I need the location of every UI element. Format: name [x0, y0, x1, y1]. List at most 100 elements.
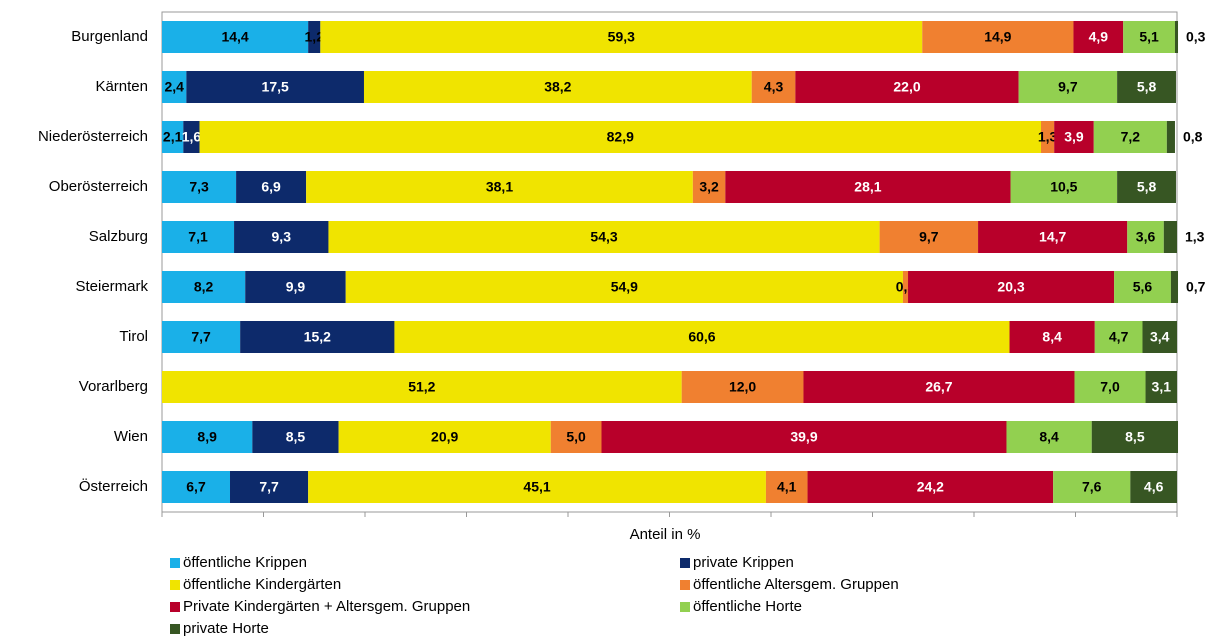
bar-segment [807, 471, 1054, 503]
bar-segment [765, 471, 808, 503]
bar-segment [245, 271, 346, 303]
bar-segment [306, 171, 693, 203]
value-label: 20,9 [431, 429, 458, 445]
value-label: 8,4 [1039, 429, 1059, 445]
bar-segment [234, 221, 329, 253]
value-label: 1,3 [1038, 129, 1058, 145]
value-label: 8,5 [286, 429, 306, 445]
value-label: 8,2 [194, 279, 214, 295]
legend-label: private Horte [183, 620, 269, 637]
bar-segment [162, 71, 187, 103]
value-label: 8,5 [1125, 429, 1145, 445]
value-label: 20,3 [997, 279, 1024, 295]
value-label: 59,3 [608, 29, 635, 45]
bar-segment [162, 121, 184, 153]
value-label: 4,3 [764, 79, 784, 95]
bar-segment [1127, 221, 1164, 253]
value-label: 17,5 [262, 79, 289, 95]
bar-segment [162, 471, 231, 503]
bar-segment [162, 271, 246, 303]
bar-segment [162, 221, 235, 253]
bar-segment [1018, 71, 1118, 103]
value-label: 9,7 [919, 229, 939, 245]
value-label: 1,6 [182, 129, 202, 145]
bar-segment [252, 421, 339, 453]
bar-segment [1053, 471, 1131, 503]
bar-segment [162, 171, 237, 203]
value-label: 5,8 [1137, 79, 1157, 95]
value-label: 0,3 [1186, 29, 1206, 45]
bar-segment [363, 71, 752, 103]
bar-segment [902, 271, 909, 303]
bar-segment [1117, 71, 1176, 103]
bar-segment [1009, 321, 1095, 353]
bar-segment [236, 171, 307, 203]
bar-segment [308, 21, 321, 53]
value-label: 39,9 [790, 429, 817, 445]
value-label: 3,1 [1152, 379, 1172, 395]
legend-swatch [680, 558, 690, 568]
value-label: 24,2 [917, 479, 944, 495]
y-tick-label: Vorarlberg [79, 378, 148, 395]
value-label: 60,6 [688, 329, 715, 345]
value-label: 4,6 [1144, 479, 1164, 495]
value-label: 14,4 [221, 29, 248, 45]
y-tick-label: Steiermark [75, 278, 148, 295]
value-label: 4,1 [777, 479, 797, 495]
value-label: 1,2 [305, 29, 325, 45]
bar-segment [1006, 421, 1092, 453]
value-label: 54,9 [611, 279, 638, 295]
y-tick-label: Österreich [79, 477, 148, 495]
bar-segment [1010, 171, 1118, 203]
value-label: 3,6 [1136, 229, 1156, 245]
value-label: 6,7 [186, 479, 206, 495]
value-label: 3,2 [699, 179, 719, 195]
bar-segment [338, 421, 551, 453]
bar-segment [308, 471, 766, 503]
bar-segment [1094, 321, 1143, 353]
bar-segment [394, 321, 1010, 353]
value-label: 7,3 [189, 179, 209, 195]
value-label: 5,8 [1137, 179, 1157, 195]
bar-segment [1174, 21, 1179, 53]
bar-segment [1073, 21, 1124, 53]
value-label: 9,3 [272, 229, 292, 245]
value-label: 38,1 [486, 179, 513, 195]
bar-segment [692, 171, 726, 203]
bar-segment [922, 21, 1074, 53]
bar-segment [1123, 21, 1175, 53]
bar-segment [1093, 121, 1167, 153]
value-label: 14,9 [984, 29, 1011, 45]
value-label: 51,2 [408, 379, 435, 395]
value-label: 3,4 [1150, 329, 1170, 345]
bar-segment [1166, 121, 1175, 153]
y-tick-label: Niederösterreich [38, 128, 148, 145]
legend-label: öffentliche Horte [693, 598, 802, 615]
legend-swatch [680, 602, 690, 612]
bar-segment [183, 121, 200, 153]
bar-segment [879, 221, 979, 253]
legend-label: private Krippen [693, 554, 794, 571]
value-label: 7,7 [259, 479, 279, 495]
bar-segment [1074, 371, 1146, 403]
value-label: 8,4 [1042, 329, 1062, 345]
x-axis-label: Anteil in % [630, 526, 701, 543]
bar-segment [320, 21, 923, 53]
legend-label: Private Kindergärten + Altersgem. Gruppe… [183, 598, 470, 615]
bar-segment [1163, 221, 1177, 253]
value-label: 1,3 [1185, 229, 1205, 245]
value-label: 54,3 [590, 229, 617, 245]
bar-segment [1117, 171, 1176, 203]
legend-swatch [170, 558, 180, 568]
bar-segment [681, 371, 804, 403]
value-label: 3,9 [1064, 129, 1084, 145]
value-label: 5,1 [1139, 29, 1159, 45]
bar-segment [162, 321, 241, 353]
bar-segment [162, 421, 253, 453]
legend-label: öffentliche Altersgem. Gruppen [693, 576, 899, 593]
value-label: 45,1 [523, 479, 550, 495]
value-label: 10,5 [1050, 179, 1077, 195]
legend-label: öffentliche Kindergärten [183, 576, 341, 593]
legend-swatch [680, 580, 690, 590]
